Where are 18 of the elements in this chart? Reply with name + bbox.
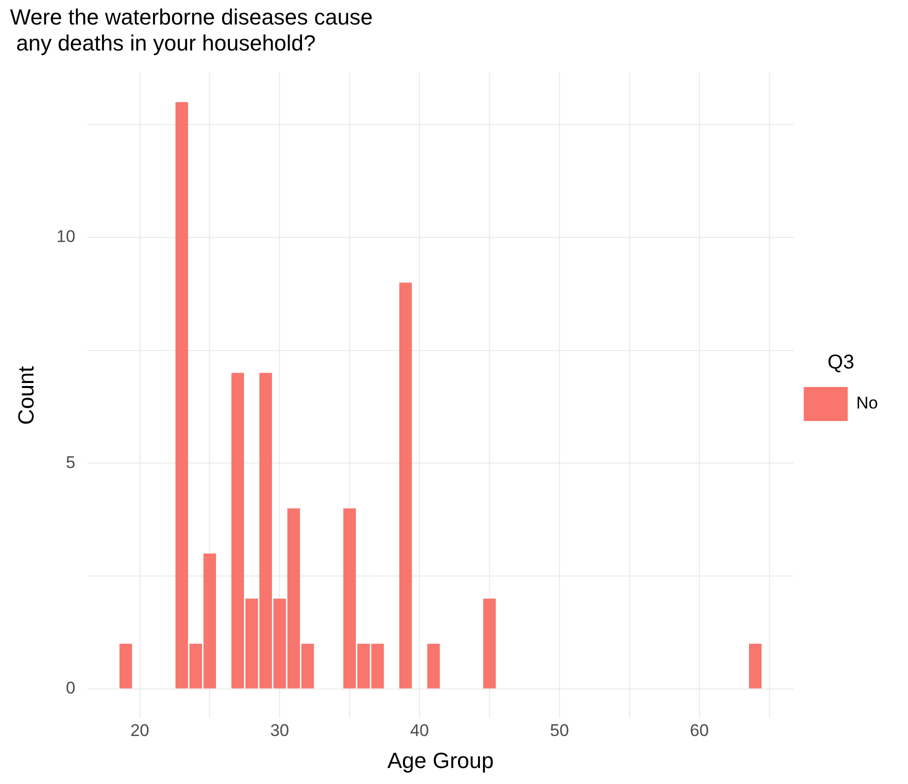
x-axis-title: Age Group: [387, 748, 494, 773]
x-tick-label: 50: [550, 721, 569, 740]
x-tick-label: 40: [410, 721, 430, 740]
bar: [399, 282, 412, 688]
bar: [119, 644, 132, 688]
legend-label: No: [856, 394, 878, 413]
x-tick-label: 20: [130, 721, 150, 740]
legend-title: Q3: [828, 352, 854, 374]
chart-title: Were the waterborne diseases cause any deaths in your household?: [10, 4, 373, 56]
bar: [483, 598, 496, 688]
y-tick-label: 0: [66, 678, 76, 698]
x-tick-label: 30: [270, 721, 290, 740]
y-tick-label: 5: [66, 452, 76, 472]
x-tick-label: 60: [690, 721, 709, 740]
bar: [749, 644, 762, 688]
bar: [427, 644, 440, 688]
y-tick-label: 10: [56, 227, 76, 246]
y-axis-title: Count: [13, 366, 38, 425]
